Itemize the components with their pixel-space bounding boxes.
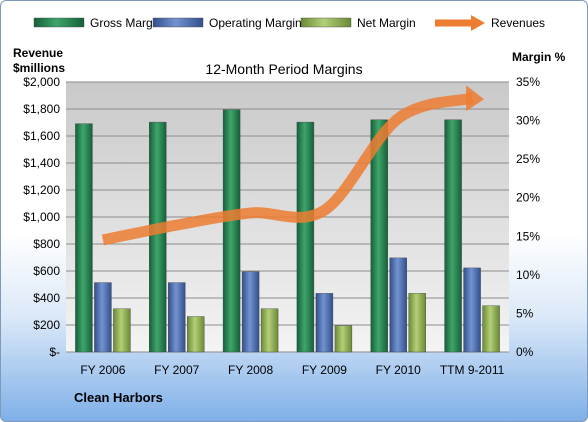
bar-operating-margin: [315, 293, 334, 353]
left-tick-label: $1,400: [23, 156, 60, 170]
right-tick-label: 15%: [516, 229, 540, 243]
bar-operating-margin: [168, 282, 186, 353]
bar-net-margin: [187, 316, 205, 353]
left-axis-label-line1: Revenue: [13, 46, 63, 60]
legend-label: Net Margin: [357, 16, 416, 30]
revenue-arrowhead: [466, 85, 485, 112]
left-axis-label-line2: $millions: [13, 61, 65, 75]
right-axis-label: Margin %: [512, 50, 566, 64]
category-label: FY 2010: [376, 363, 421, 377]
left-tick-label: $1,200: [23, 183, 60, 197]
bar-gross-margin: [296, 121, 315, 353]
bar-net-margin: [408, 293, 426, 353]
left-axis-ticks: $- $200 $400 $600 $800 $1,000 $1,200 $1,400 $1,6…: [23, 75, 60, 359]
right-tick-label: 25%: [516, 152, 540, 166]
bar-operating-margin: [463, 267, 481, 353]
right-tick-label: 10%: [516, 268, 540, 282]
revenue-line: [101, 85, 485, 246]
legend-label: Operating Margin: [209, 16, 302, 30]
legend-swatch: [33, 17, 85, 28]
right-tick-label: 30%: [516, 114, 540, 128]
legend-label: Revenues: [491, 16, 545, 30]
right-tick-label: 35%: [516, 75, 540, 89]
company-name: Clean Harbors: [74, 390, 163, 405]
bar-net-margin: [260, 308, 279, 353]
legend-swatch: [300, 17, 352, 28]
bar-net-margin: [113, 308, 131, 353]
legend-label: Gross Margin: [90, 16, 162, 30]
revenue-series-line: [101, 92, 474, 246]
bar-gross-margin: [222, 109, 241, 353]
legend-arrow: [471, 15, 485, 31]
left-tick-label: $1,800: [23, 102, 60, 116]
bar-gross-margin: [444, 119, 462, 353]
left-tick-label: $1,000: [23, 210, 60, 224]
category-label: FY 2007: [154, 363, 199, 377]
chart-title: 12-Month Period Margins: [205, 61, 362, 77]
category-labels: FY 2006 FY 2007 FY 2008 FY 2009 FY 2010 TTM 9…: [80, 363, 504, 377]
category-label: TTM 9-2011: [440, 363, 505, 377]
category-label: FY 2008: [228, 363, 273, 377]
bar-operating-margin: [94, 282, 112, 353]
bar-net-margin: [482, 305, 500, 353]
legend-swatch: [152, 17, 204, 28]
left-tick-label: $1,600: [23, 129, 60, 143]
left-tick-label: $2,000: [23, 75, 60, 89]
bar-gross-margin: [149, 121, 167, 353]
legend: Gross Margin Operating Margin Net Margin Re…: [33, 15, 545, 31]
right-tick-label: 5%: [516, 306, 534, 320]
right-axis-ticks: 0% 5% 10% 15% 20% 25% 30% 35%: [516, 75, 540, 359]
bar-gross-margin: [370, 119, 388, 353]
bar-operating-margin: [389, 257, 407, 353]
left-tick-label: $200: [33, 318, 60, 332]
bar-gross-margin: [75, 123, 93, 353]
category-label: FY 2009: [302, 363, 347, 377]
left-tick-label: $600: [33, 264, 60, 278]
right-tick-label: 0%: [516, 345, 534, 359]
bars: [75, 109, 500, 353]
left-tick-label: $-: [49, 345, 60, 359]
category-label: FY 2006: [80, 363, 125, 377]
left-tick-label: $400: [33, 291, 60, 305]
right-tick-label: 20%: [516, 191, 540, 205]
left-tick-label: $800: [33, 237, 60, 251]
bar-net-margin: [334, 325, 353, 353]
bar-operating-margin: [241, 271, 260, 353]
